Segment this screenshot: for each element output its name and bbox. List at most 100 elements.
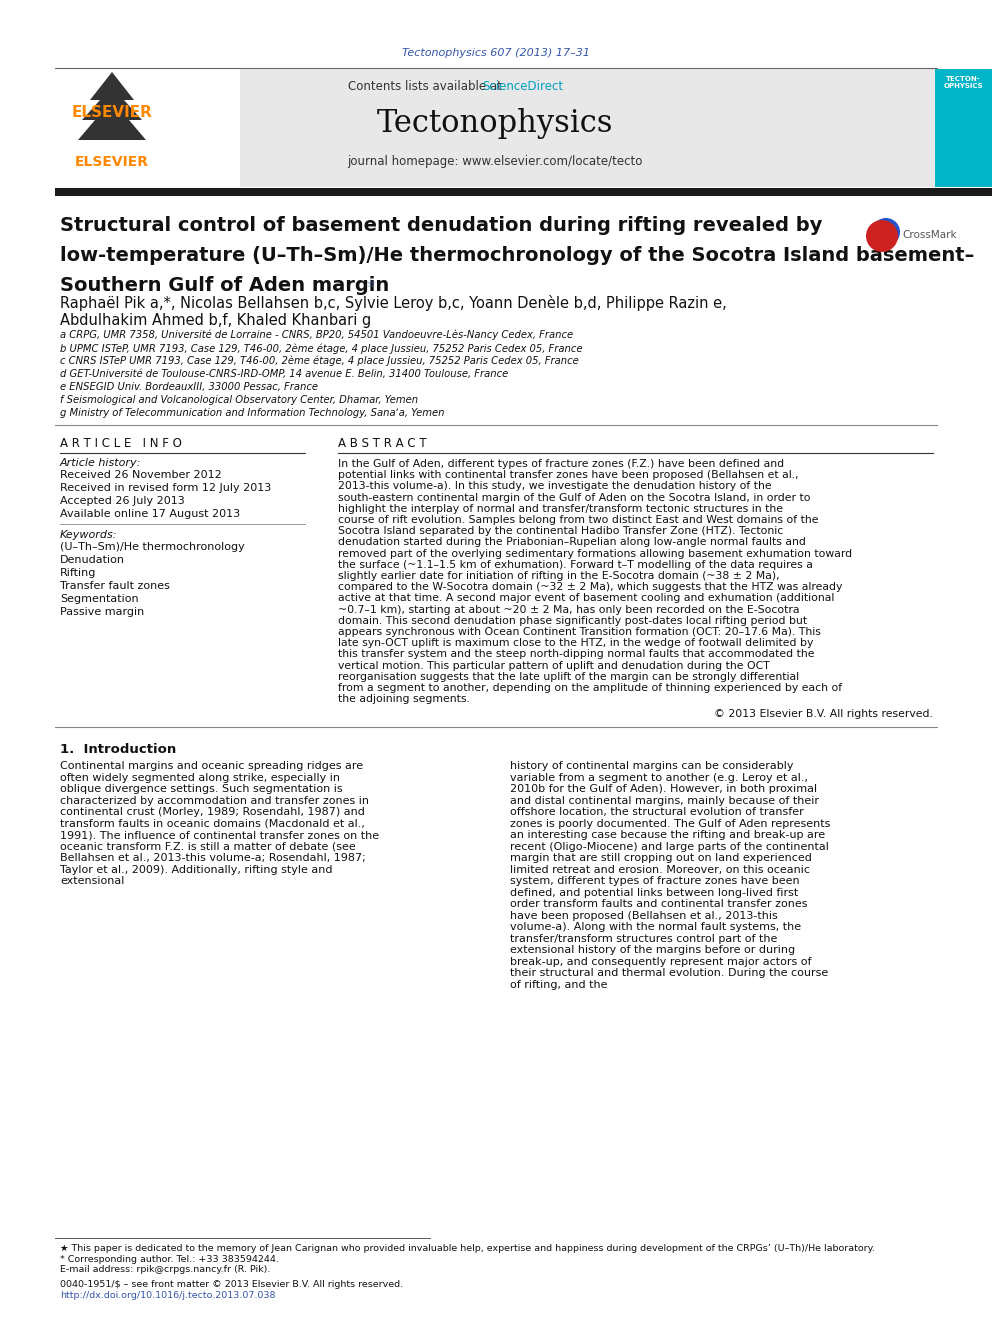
Text: Segmentation: Segmentation bbox=[60, 594, 139, 605]
Text: extensional history of the margins before or during: extensional history of the margins befor… bbox=[510, 946, 796, 955]
Text: Article history:: Article history: bbox=[60, 458, 142, 468]
Text: extensional: extensional bbox=[60, 876, 124, 886]
Text: continental crust (Morley, 1989; Rosendahl, 1987) and: continental crust (Morley, 1989; Rosenda… bbox=[60, 807, 365, 818]
Text: Continental margins and oceanic spreading ridges are: Continental margins and oceanic spreadin… bbox=[60, 762, 363, 771]
Bar bbox=[55, 69, 240, 187]
Text: Tectonophysics: Tectonophysics bbox=[377, 108, 613, 139]
Text: denudation started during the Priabonian–Rupelian along low-angle normal faults : denudation started during the Priabonian… bbox=[338, 537, 806, 548]
Text: Structural control of basement denudation during rifting revealed by: Structural control of basement denudatio… bbox=[60, 216, 822, 235]
Text: south-eastern continental margin of the Gulf of Aden on the Socotra Island, in o: south-eastern continental margin of the … bbox=[338, 492, 810, 503]
Text: Raphaël Pik a,*, Nicolas Bellahsen b,c, Sylvie Leroy b,c, Yoann Denèle b,d, Phil: Raphaël Pik a,*, Nicolas Bellahsen b,c, … bbox=[60, 295, 727, 311]
Text: ~0.7–1 km), starting at about ~20 ± 2 Ma, has only been recorded on the E-Socotr: ~0.7–1 km), starting at about ~20 ± 2 Ma… bbox=[338, 605, 800, 615]
Text: Passive margin: Passive margin bbox=[60, 607, 144, 617]
Text: characterized by accommodation and transfer zones in: characterized by accommodation and trans… bbox=[60, 796, 369, 806]
Bar bbox=[935, 188, 992, 196]
Text: an interesting case because the rifting and break-up are: an interesting case because the rifting … bbox=[510, 831, 825, 840]
Text: variable from a segment to another (e.g. Leroy et al.,: variable from a segment to another (e.g.… bbox=[510, 773, 808, 783]
Text: f Seismological and Volcanological Observatory Center, Dhamar, Yemen: f Seismological and Volcanological Obser… bbox=[60, 396, 418, 405]
Text: Received 26 November 2012: Received 26 November 2012 bbox=[60, 470, 222, 480]
Text: ☆: ☆ bbox=[365, 279, 375, 288]
Text: zones is poorly documented. The Gulf of Aden represents: zones is poorly documented. The Gulf of … bbox=[510, 819, 830, 830]
Circle shape bbox=[866, 220, 898, 251]
Text: b UPMC ISTeP, UMR 7193, Case 129, T46-00, 2ème étage, 4 place Jussieu, 75252 Par: b UPMC ISTeP, UMR 7193, Case 129, T46-00… bbox=[60, 343, 582, 353]
Text: system, different types of fracture zones have been: system, different types of fracture zone… bbox=[510, 876, 800, 886]
Text: their structural and thermal evolution. During the course: their structural and thermal evolution. … bbox=[510, 968, 828, 979]
Text: A B S T R A C T: A B S T R A C T bbox=[338, 437, 427, 450]
Text: often widely segmented along strike, especially in: often widely segmented along strike, esp… bbox=[60, 773, 340, 783]
Text: (U–Th–Sm)/He thermochronology: (U–Th–Sm)/He thermochronology bbox=[60, 542, 245, 552]
Text: slightly earlier date for initiation of rifting in the E-Socotra domain (~38 ± 2: slightly earlier date for initiation of … bbox=[338, 572, 780, 581]
Bar bbox=[55, 188, 935, 196]
Text: reorganisation suggests that the late uplift of the margin can be strongly diffe: reorganisation suggests that the late up… bbox=[338, 672, 800, 681]
Text: and distal continental margins, mainly because of their: and distal continental margins, mainly b… bbox=[510, 796, 819, 806]
Text: defined, and potential links between long-lived first: defined, and potential links between lon… bbox=[510, 888, 799, 898]
Text: Abdulhakim Ahmed b,f, Khaled Khanbari g: Abdulhakim Ahmed b,f, Khaled Khanbari g bbox=[60, 314, 371, 328]
Text: c CNRS ISTeP UMR 7193, Case 129, T46-00, 2ème étage, 4 place Jussieu, 75252 Pari: c CNRS ISTeP UMR 7193, Case 129, T46-00,… bbox=[60, 356, 578, 366]
Text: have been proposed (Bellahsen et al., 2013-this: have been proposed (Bellahsen et al., 20… bbox=[510, 912, 778, 921]
Text: Southern Gulf of Aden margin: Southern Gulf of Aden margin bbox=[60, 277, 389, 295]
Text: this transfer system and the steep north-dipping normal faults that accommodated: this transfer system and the steep north… bbox=[338, 650, 814, 659]
Text: Accepted 26 July 2013: Accepted 26 July 2013 bbox=[60, 496, 185, 505]
Text: ELSEVIER: ELSEVIER bbox=[71, 105, 153, 120]
Text: active at that time. A second major event of basement cooling and exhumation (ad: active at that time. A second major even… bbox=[338, 594, 834, 603]
Bar bbox=[55, 69, 935, 187]
Text: Socotra Island separated by the continental Hadibo Transfer Zone (HTZ). Tectonic: Socotra Island separated by the continen… bbox=[338, 527, 784, 536]
Text: journal homepage: www.elsevier.com/locate/tecto: journal homepage: www.elsevier.com/locat… bbox=[347, 155, 643, 168]
Text: offshore location, the structural evolution of transfer: offshore location, the structural evolut… bbox=[510, 807, 804, 818]
Text: margin that are still cropping out on land experienced: margin that are still cropping out on la… bbox=[510, 853, 811, 864]
Text: highlight the interplay of normal and transfer/transform tectonic structures in : highlight the interplay of normal and tr… bbox=[338, 504, 783, 513]
Text: ELSEVIER: ELSEVIER bbox=[75, 155, 149, 169]
Text: low-temperature (U–Th–Sm)/He thermochronology of the Socotra Island basement–: low-temperature (U–Th–Sm)/He thermochron… bbox=[60, 246, 974, 265]
Text: A R T I C L E   I N F O: A R T I C L E I N F O bbox=[60, 437, 182, 450]
Text: d GET-Université de Toulouse-CNRS-IRD-OMP, 14 avenue E. Belin, 31400 Toulouse, F: d GET-Université de Toulouse-CNRS-IRD-OM… bbox=[60, 369, 508, 378]
Text: Contents lists available at: Contents lists available at bbox=[348, 79, 506, 93]
Text: Available online 17 August 2013: Available online 17 August 2013 bbox=[60, 509, 240, 519]
Polygon shape bbox=[78, 71, 146, 140]
Text: Taylor et al., 2009). Additionally, rifting style and: Taylor et al., 2009). Additionally, rift… bbox=[60, 865, 332, 875]
Text: 2013-this volume-a). In this study, we investigate the denudation history of the: 2013-this volume-a). In this study, we i… bbox=[338, 482, 772, 491]
Text: © 2013 Elsevier B.V. All rights reserved.: © 2013 Elsevier B.V. All rights reserved… bbox=[714, 709, 933, 720]
Text: Received in revised form 12 July 2013: Received in revised form 12 July 2013 bbox=[60, 483, 271, 493]
Text: late syn-OCT uplift is maximum close to the HTZ, in the wedge of footwall delimi: late syn-OCT uplift is maximum close to … bbox=[338, 638, 813, 648]
Text: In the Gulf of Aden, different types of fracture zones (F.Z.) have been defined : In the Gulf of Aden, different types of … bbox=[338, 459, 784, 468]
Text: a CRPG, UMR 7358, Université de Lorraine - CNRS, BP20, 54501 Vandoeuvre-Lès-Nanc: a CRPG, UMR 7358, Université de Lorraine… bbox=[60, 329, 573, 340]
Text: ScienceDirect: ScienceDirect bbox=[482, 79, 563, 93]
Text: Keywords:: Keywords: bbox=[60, 531, 117, 540]
Text: Bellahsen et al., 2013-this volume-a; Rosendahl, 1987;: Bellahsen et al., 2013-this volume-a; Ro… bbox=[60, 853, 366, 864]
Text: Denudation: Denudation bbox=[60, 556, 125, 565]
Text: of rifting, and the: of rifting, and the bbox=[510, 980, 607, 990]
Text: http://dx.doi.org/10.1016/j.tecto.2013.07.038: http://dx.doi.org/10.1016/j.tecto.2013.0… bbox=[60, 1291, 276, 1301]
Text: domain. This second denudation phase significantly post-dates local rifting peri: domain. This second denudation phase sig… bbox=[338, 615, 807, 626]
Text: e ENSEGID Univ. BordeauxIII, 33000 Pessac, France: e ENSEGID Univ. BordeauxIII, 33000 Pessa… bbox=[60, 382, 318, 392]
Text: transfer/transform structures control part of the: transfer/transform structures control pa… bbox=[510, 934, 778, 943]
Text: transform faults in oceanic domains (Macdonald et al.,: transform faults in oceanic domains (Mac… bbox=[60, 819, 365, 830]
Text: recent (Oligo-Miocene) and large parts of the continental: recent (Oligo-Miocene) and large parts o… bbox=[510, 841, 829, 852]
Text: order transform faults and continental transfer zones: order transform faults and continental t… bbox=[510, 900, 807, 909]
Text: Tectonophysics 607 (2013) 17–31: Tectonophysics 607 (2013) 17–31 bbox=[402, 48, 590, 58]
Text: break-up, and consequently represent major actors of: break-up, and consequently represent maj… bbox=[510, 957, 811, 967]
Text: Rifting: Rifting bbox=[60, 568, 96, 578]
Text: from a segment to another, depending on the amplitude of thinning experienced by: from a segment to another, depending on … bbox=[338, 683, 842, 693]
Text: history of continental margins can be considerably: history of continental margins can be co… bbox=[510, 762, 794, 771]
Bar bbox=[935, 69, 992, 187]
Text: 1991). The influence of continental transfer zones on the: 1991). The influence of continental tran… bbox=[60, 831, 379, 840]
Text: appears synchronous with Ocean Continent Transition formation (OCT: 20–17.6 Ma).: appears synchronous with Ocean Continent… bbox=[338, 627, 820, 636]
Text: the surface (~1.1–1.5 km of exhumation). Forward t–T modelling of the data requi: the surface (~1.1–1.5 km of exhumation).… bbox=[338, 560, 812, 570]
Text: removed part of the overlying sedimentary formations allowing basement exhumatio: removed part of the overlying sedimentar… bbox=[338, 549, 852, 558]
Text: compared to the W-Socotra domain (~32 ± 2 Ma), which suggests that the HTZ was a: compared to the W-Socotra domain (~32 ± … bbox=[338, 582, 842, 593]
Circle shape bbox=[872, 218, 900, 246]
Text: oceanic transform F.Z. is still a matter of debate (see: oceanic transform F.Z. is still a matter… bbox=[60, 841, 356, 852]
Text: the adjoining segments.: the adjoining segments. bbox=[338, 695, 470, 704]
Text: E-mail address: rpik@crpgs.nancy.fr (R. Pik).: E-mail address: rpik@crpgs.nancy.fr (R. … bbox=[60, 1265, 271, 1274]
Text: ★ This paper is dedicated to the memory of Jean Carignan who provided invaluable: ★ This paper is dedicated to the memory … bbox=[60, 1244, 875, 1253]
Text: CrossMark: CrossMark bbox=[902, 230, 956, 239]
Text: 2010b for the Gulf of Aden). However, in both proximal: 2010b for the Gulf of Aden). However, in… bbox=[510, 785, 817, 794]
Text: 0040-1951/$ – see front matter © 2013 Elsevier B.V. All rights reserved.: 0040-1951/$ – see front matter © 2013 El… bbox=[60, 1279, 403, 1289]
Text: vertical motion. This particular pattern of uplift and denudation during the OCT: vertical motion. This particular pattern… bbox=[338, 660, 770, 671]
Text: g Ministry of Telecommunication and Information Technology, Sanaʼa, Yemen: g Ministry of Telecommunication and Info… bbox=[60, 407, 444, 418]
Text: potential links with continental transfer zones have been proposed (Bellahsen et: potential links with continental transfe… bbox=[338, 470, 799, 480]
Text: volume-a). Along with the normal fault systems, the: volume-a). Along with the normal fault s… bbox=[510, 922, 802, 933]
Text: Transfer fault zones: Transfer fault zones bbox=[60, 581, 170, 591]
Text: TECTON-
OPHYSICS: TECTON- OPHYSICS bbox=[943, 75, 983, 90]
Text: oblique divergence settings. Such segmentation is: oblique divergence settings. Such segmen… bbox=[60, 785, 342, 794]
